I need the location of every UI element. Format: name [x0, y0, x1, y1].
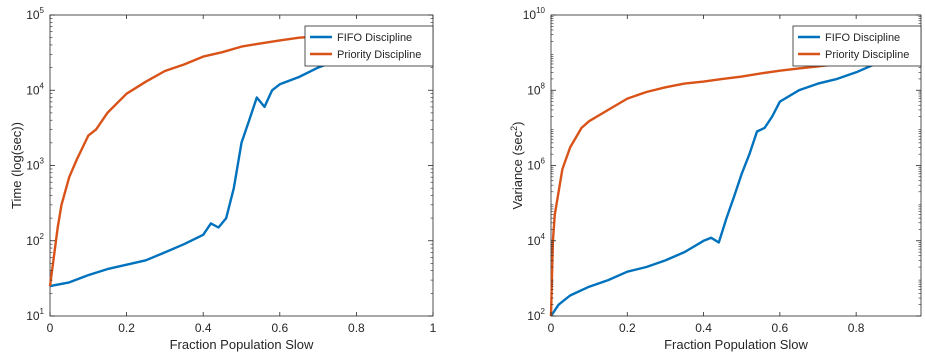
- x-tick-label: 0: [548, 321, 555, 335]
- y-tick-label: 106: [527, 157, 545, 173]
- y-axis-label: Time (log(sec)): [9, 122, 24, 209]
- x-axis-label: Fraction Population Slow: [170, 337, 314, 352]
- series-line-fifo: [550, 51, 922, 317]
- chart-2: 0 0.2 0.4 0.6 0.8 102 104 106 108 1010 Fraction Po…: [509, 6, 922, 352]
- legend-entry: FIFO Discipline: [337, 32, 412, 44]
- legend-entry: Priority Discipline: [337, 49, 421, 61]
- legend: FIFO Discipline Priority Discipline: [792, 25, 922, 67]
- x-tick-label: 0.8: [348, 321, 365, 335]
- x-tick-label: 0.6: [772, 321, 789, 335]
- y-tick-label: 103: [26, 157, 44, 173]
- y-tick-label: 108: [527, 81, 545, 97]
- legend-box: [304, 25, 434, 67]
- x-tick-label: 0.4: [695, 321, 712, 335]
- y-tick-label: 101: [26, 307, 44, 323]
- x-tick-label: 0.6: [271, 321, 288, 335]
- series-line-priority: [549, 53, 922, 317]
- legend-box: [792, 25, 922, 67]
- legend-entry: Priority Discipline: [825, 49, 909, 61]
- chart-1: 0 0.2 0.4 0.6 0.8 1 101 102 103 104 105 Fraction Po…: [9, 6, 437, 352]
- x-tick-label: 0: [47, 321, 54, 335]
- y-tick-label: 104: [527, 232, 545, 248]
- y-tick-label: 1010: [523, 6, 546, 22]
- y-tick-label: 104: [26, 81, 44, 97]
- y-tick-label: 102: [26, 232, 44, 248]
- x-tick-label: 0.2: [619, 321, 636, 335]
- y-tick-label: 102: [527, 307, 545, 323]
- x-tick-label: 0.2: [118, 321, 135, 335]
- legend-entry: FIFO Discipline: [825, 32, 900, 44]
- series-line-fifo: [49, 30, 434, 288]
- x-axis-label: Fraction Population Slow: [664, 337, 808, 352]
- series-line-priority: [48, 30, 434, 287]
- y-axis-label: Variance (sec2): [509, 122, 525, 210]
- x-tick-label: 1: [430, 321, 437, 335]
- x-tick-label: 0.8: [848, 321, 865, 335]
- legend: FIFO Discipline Priority Discipline: [304, 25, 434, 67]
- y-tick-label: 105: [26, 6, 44, 22]
- x-tick-label: 0.4: [195, 321, 212, 335]
